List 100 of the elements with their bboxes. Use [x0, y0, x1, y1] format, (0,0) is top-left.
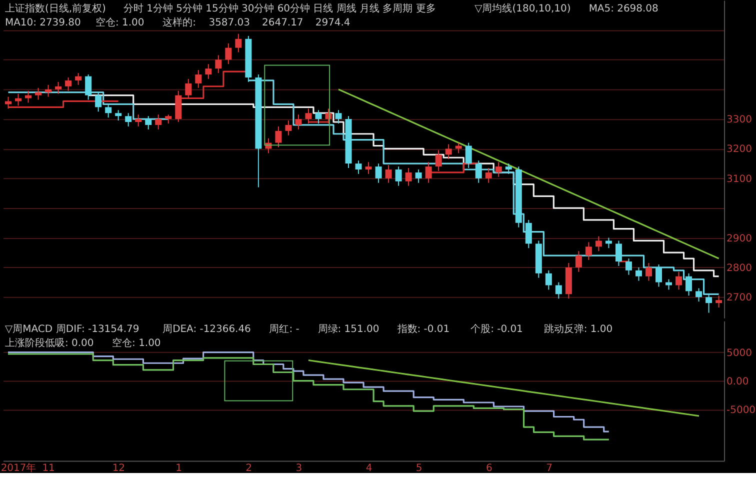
candlestick: [305, 108, 312, 124]
candlestick: [495, 162, 502, 178]
candlestick: [35, 87, 42, 100]
candlestick: [195, 70, 202, 88]
candlestick: [395, 166, 402, 186]
x-tick-label: 11: [42, 463, 55, 474]
candlestick: [115, 110, 122, 122]
candlestick: [545, 270, 552, 290]
candlestick: [645, 262, 652, 282]
candlestick: [145, 116, 152, 130]
candlestick: [686, 272, 692, 296]
candlestick: [575, 250, 582, 272]
candlestick: [696, 288, 702, 302]
candlestick: [355, 160, 362, 174]
candlestick: [585, 242, 592, 261]
candlestick: [706, 294, 712, 314]
candlestick: [45, 84, 52, 98]
candlestick: [205, 64, 212, 80]
y-tick-label: 2700: [726, 292, 752, 304]
candlestick: [95, 92, 102, 112]
candlestick: [405, 168, 412, 186]
candlestick: [85, 74, 92, 100]
x-tick-label: 3: [296, 463, 302, 474]
line-series: [308, 359, 700, 417]
annotation: 个股: -0.01: [470, 322, 523, 335]
annotation: 3587.03: [208, 17, 250, 28]
y-tick-label: 3300: [726, 114, 752, 126]
candlestick: [175, 90, 182, 122]
annotation: 空仓: 1.00: [95, 16, 144, 28]
candlestick: [475, 160, 482, 184]
annotation: 分时 1分钟 5分钟 15分钟 30分钟 60分钟 日线 周线 月线 多周期 更多: [123, 2, 436, 14]
candlestick: [445, 144, 452, 160]
y-tick-label: 2900: [726, 233, 752, 244]
candlestick: [105, 104, 112, 118]
candlestick: [125, 112, 132, 127]
annotation: MA10: 2739.80: [4, 17, 81, 28]
candlestick: [185, 78, 192, 99]
candlestick: [315, 110, 322, 124]
annotation: 这样的:: [162, 16, 196, 28]
candlestick: [55, 81, 62, 94]
candlestick: [655, 264, 662, 288]
candlestick: [676, 271, 682, 290]
chart-title: ▽周MACD: [4, 324, 53, 335]
candlestick: [155, 114, 162, 130]
annotation: 周DEA: -12366.46: [162, 324, 251, 335]
candlestick: [225, 42, 232, 65]
y-tick-label: -5000: [726, 404, 756, 416]
candlestick: [605, 237, 612, 249]
annotation: 空仓: 1.00: [112, 336, 161, 349]
chart-title: 上证指数(日线,前复权): [4, 2, 106, 14]
x-tick-label: 4: [366, 463, 372, 474]
candlestick: [385, 164, 392, 184]
candlestick: [635, 266, 642, 282]
candlestick: [65, 76, 72, 92]
candlestick: [555, 282, 562, 300]
candlestick: [25, 90, 32, 104]
x-tick-label: 7: [546, 463, 552, 474]
x-tick-label: 12: [112, 463, 126, 474]
annotation: 指数: -0.01: [396, 322, 450, 335]
line-series: [338, 88, 720, 260]
candlestick: [455, 142, 462, 154]
candlestick: [415, 168, 422, 184]
candlestick: [215, 54, 222, 74]
y-tick-label: 3100: [726, 174, 752, 185]
y-tick-label: 0.00: [726, 376, 749, 388]
y-tick-label: 2800: [726, 262, 752, 274]
candlestick: [135, 114, 142, 127]
candlestick: [295, 114, 302, 130]
candlestick: [625, 258, 632, 276]
candlestick: [615, 240, 622, 266]
annotation: 周绿: 151.00: [318, 324, 380, 335]
x-tick-label: 1: [176, 463, 182, 474]
x-tick-label: 5: [416, 463, 422, 474]
x-tick-label: 2: [246, 463, 252, 474]
candlestick: [75, 72, 82, 86]
candlestick: [365, 162, 372, 174]
annotation: 周DIF: -13154.79: [56, 324, 140, 335]
y-tick-label: 3200: [726, 144, 752, 156]
candlestick: [285, 120, 292, 136]
candlestick: [716, 295, 722, 308]
annotation: MA5: 2698.08: [588, 3, 658, 14]
candlestick: [275, 126, 282, 148]
candlestick: [235, 33, 242, 53]
candlestick: [525, 219, 532, 249]
candlestick: [425, 162, 432, 184]
x-tick-label: 2017年: [0, 462, 36, 474]
annotation: 跳动反弹: 1.00: [544, 322, 613, 335]
candlestick: [595, 236, 602, 252]
y-tick-label: 5000: [726, 348, 752, 359]
candlestick: [505, 163, 512, 174]
annotation: 周红: -: [269, 322, 300, 335]
annotation: ▽周均线(180,10,10): [474, 2, 571, 14]
candlestick: [435, 150, 442, 172]
candlestick: [485, 168, 492, 184]
x-tick-label: 6: [486, 463, 492, 474]
annotation: 上涨阶段低吸: 0.00: [4, 336, 94, 349]
candlestick: [375, 163, 382, 184]
annotation: 2647.17: [262, 17, 304, 28]
candlestick: [335, 110, 342, 124]
candlestick: [465, 142, 472, 169]
